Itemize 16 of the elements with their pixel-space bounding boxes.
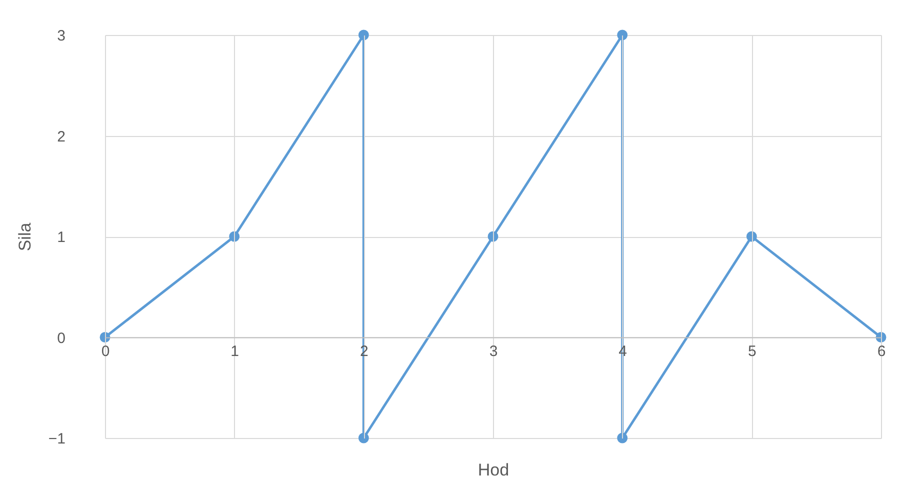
y-tick-label: 1 xyxy=(57,229,66,246)
x-axis-title: Hod xyxy=(478,460,510,480)
x-tick-label: 0 xyxy=(101,342,110,360)
point xyxy=(617,30,628,40)
y-tick-label: 0 xyxy=(57,330,66,347)
y-tick-label: 3 xyxy=(57,28,66,44)
x-tick-label: 6 xyxy=(877,342,886,360)
y-axis-title: Sila xyxy=(15,222,34,252)
x-tick-label: 5 xyxy=(748,342,756,360)
x-tick-label: 3 xyxy=(489,342,498,360)
y-tick-label: 2 xyxy=(57,128,66,146)
point xyxy=(617,432,628,444)
x-tick-label: 1 xyxy=(230,342,240,360)
y-tick-label: −1 xyxy=(48,430,66,448)
point xyxy=(358,432,369,444)
point xyxy=(358,30,369,40)
